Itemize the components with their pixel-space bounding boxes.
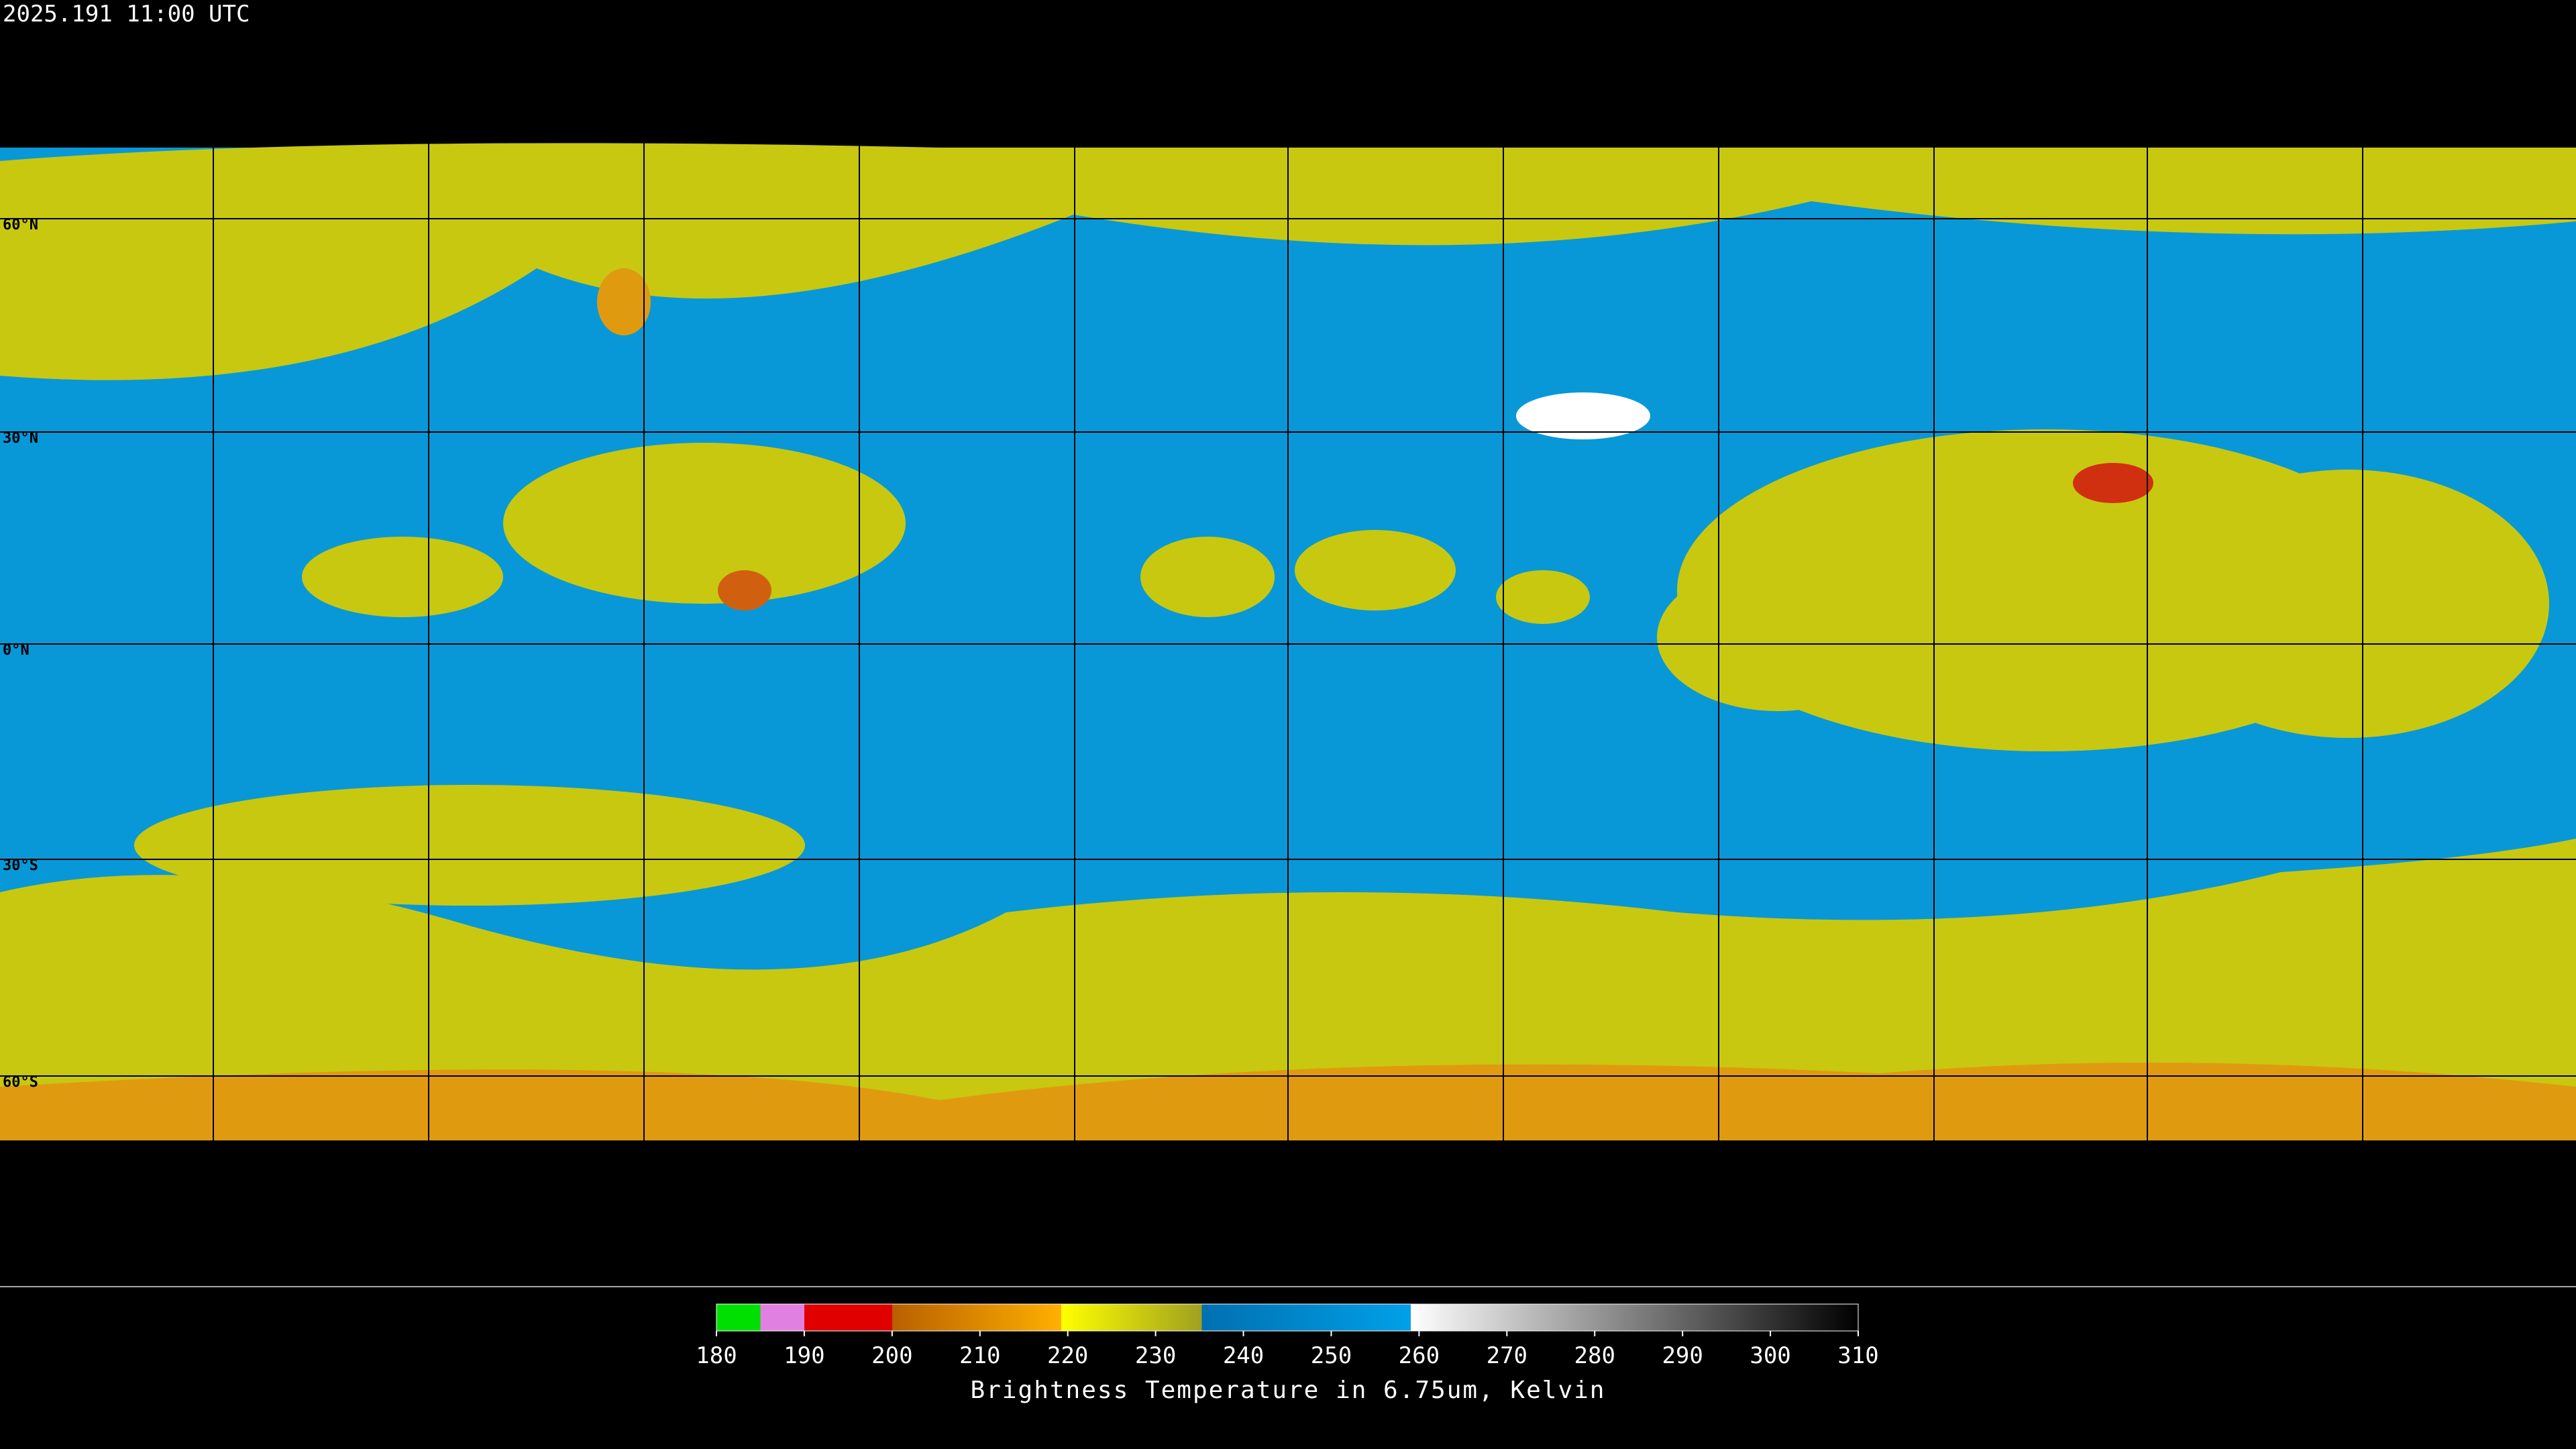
cloud xyxy=(302,537,503,617)
colorbar xyxy=(716,1303,1859,1332)
colorbar-tick-label: 190 xyxy=(784,1342,824,1369)
colorbar-tick-label: 200 xyxy=(871,1342,912,1369)
colorbar-tick-label: 180 xyxy=(696,1342,737,1369)
cold-spot xyxy=(1516,392,1650,439)
lat-label: 60°N xyxy=(3,217,38,233)
colorbar-tick-label: 280 xyxy=(1574,1342,1615,1369)
storm xyxy=(2073,463,2153,503)
colorbar-tick-label: 220 xyxy=(1047,1342,1088,1369)
storm xyxy=(718,570,771,610)
colorbar-tick-label: 310 xyxy=(1837,1342,1878,1369)
colorbar-tick-label: 300 xyxy=(1750,1342,1790,1369)
colorbar-tick-label: 260 xyxy=(1399,1342,1440,1369)
cloud xyxy=(503,443,906,604)
lat-label: 30°S xyxy=(3,857,38,874)
timestamp: 2025.191 11:00 UTC xyxy=(3,1,250,28)
colorbar-tick-label: 290 xyxy=(1662,1342,1703,1369)
map: 60°N 30°N 0°N 30°S 60°S xyxy=(0,143,2576,1287)
cloud xyxy=(1657,564,1898,711)
colorbar-tick-label: 210 xyxy=(959,1342,1000,1369)
lat-label: 60°S xyxy=(3,1074,38,1091)
colorbar-tick-label: 250 xyxy=(1311,1342,1352,1369)
colorbar-tick-label: 240 xyxy=(1223,1342,1264,1369)
lat-label: 0°N xyxy=(3,642,30,659)
lat-label: 30°N xyxy=(3,430,38,447)
colorbar-tick-label: 230 xyxy=(1135,1342,1176,1369)
cloud xyxy=(2147,470,2549,738)
colorbar-label: Brightness Temperature in 6.75um, Kelvin xyxy=(971,1377,1606,1404)
cloud xyxy=(134,785,805,906)
cloud xyxy=(1140,537,1275,617)
colorbar-tick-label: 270 xyxy=(1487,1342,1527,1369)
graticule xyxy=(0,218,2576,1077)
cloud xyxy=(1496,570,1590,624)
cloud xyxy=(1295,530,1456,610)
storm xyxy=(597,268,651,335)
